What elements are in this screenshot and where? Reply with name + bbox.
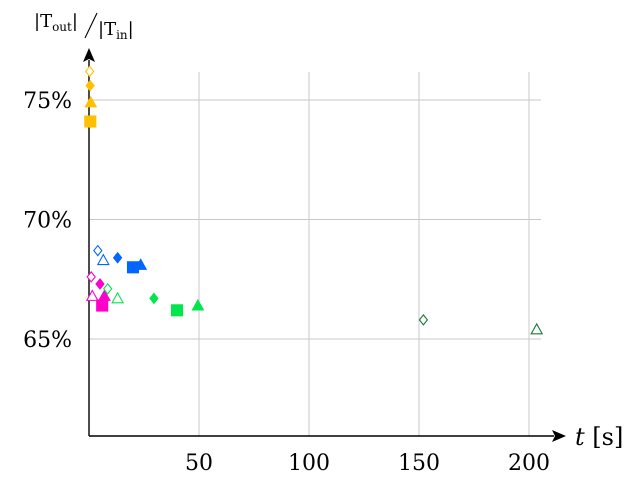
data-point-s1-p0-diamond-open <box>93 244 103 257</box>
data-point-s2-p2-diamond <box>95 278 105 290</box>
y-tick-label-75: 75% <box>23 89 72 114</box>
data-point-s0-p0-diamond-open <box>84 65 95 78</box>
x-axis-arrow <box>552 430 566 442</box>
y-tick-label-70: 70% <box>23 209 72 234</box>
data-point-s0-p2-triangle <box>84 95 98 108</box>
data-point-s2-p1-triangle-open <box>85 289 99 301</box>
x-axis-label: t [s] <box>575 423 623 451</box>
y-axis-label: |Tout| |Tin| <box>34 11 134 42</box>
data-point-s4-p1-triangle-open <box>530 322 544 335</box>
data-point-s3-p1-triangle-open <box>111 291 125 304</box>
svg-text:|Tin|: |Tin| <box>98 19 134 42</box>
data-point-s2-p0-diamond-open <box>86 270 96 283</box>
data-point-s0-p3-square <box>84 115 97 128</box>
data-point-s1-p1-triangle-open <box>96 253 110 266</box>
x-tick-label-50: 50 <box>185 451 213 476</box>
tick-labels: 50 100 150 200 65% 70% 75% <box>23 89 550 476</box>
data-point-s4-p0-diamond-open <box>418 313 429 326</box>
data-point-s3-p0-diamond-open <box>102 282 113 295</box>
data-point-s1-p2-diamond <box>112 251 123 264</box>
y-axis-arrow <box>83 48 95 62</box>
data-point-s1-p4-triangle <box>134 258 148 270</box>
y-label-sub-out: out <box>52 20 72 34</box>
data-point-s0-p1-diamond <box>85 79 95 92</box>
data-points <box>84 65 544 335</box>
x-tick-label-100: 100 <box>288 451 330 476</box>
data-point-s2-p4-square <box>96 299 109 312</box>
svg-text:|Tout|: |Tout| <box>34 11 78 34</box>
data-point-s3-p4-triangle <box>191 298 205 311</box>
grid <box>89 72 541 436</box>
x-tick-label-150: 150 <box>398 451 440 476</box>
y-tick-label-65: 65% <box>23 328 72 353</box>
axes <box>83 48 566 442</box>
data-point-s3-p3-square <box>170 304 184 317</box>
x-tick-label-200: 200 <box>508 451 550 476</box>
y-label-sub-in: in <box>116 28 128 42</box>
data-point-s3-p2-diamond <box>149 292 159 305</box>
